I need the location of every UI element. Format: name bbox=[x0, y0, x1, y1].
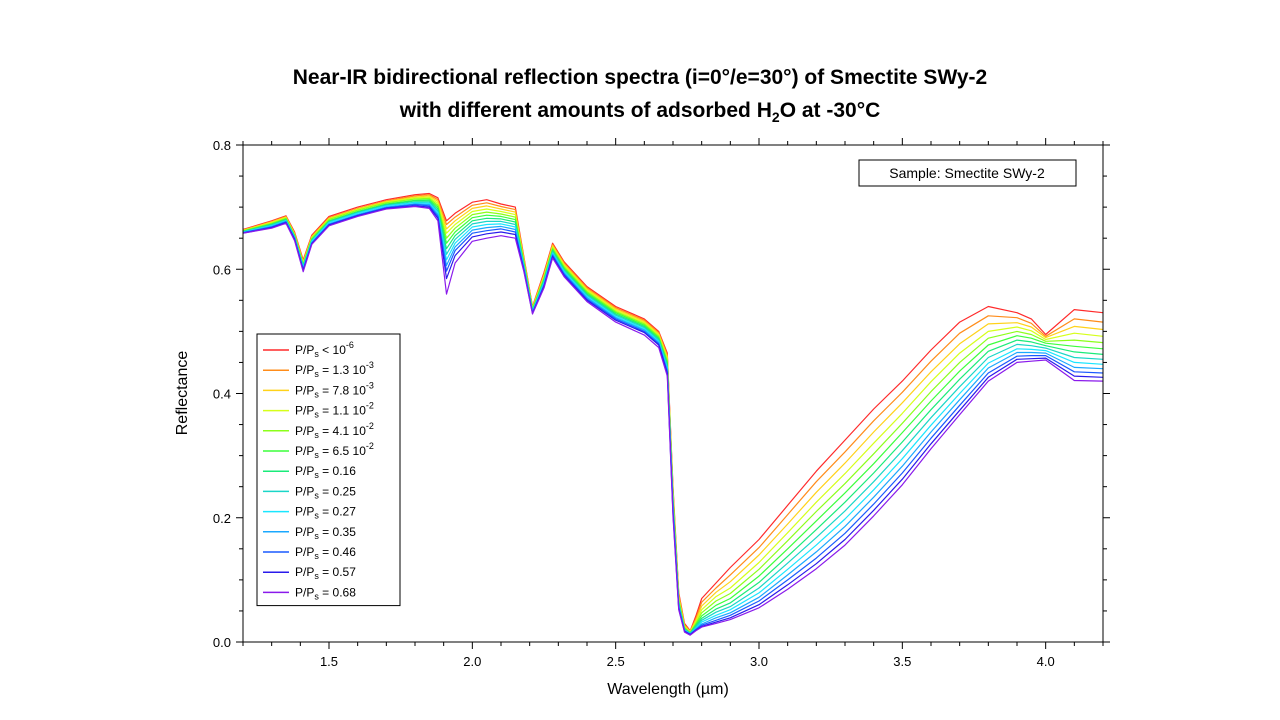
frame-layer bbox=[242, 144, 1104, 643]
series-line-1 bbox=[242, 192, 1104, 632]
chart-title-line2: with different amounts of adsorbed H2O a… bbox=[0, 99, 1280, 125]
legend-entry: P/Ps = 0.25 bbox=[295, 484, 356, 500]
legend-entry: P/Ps = 0.68 bbox=[295, 585, 356, 601]
legend-entry: P/Ps = 0.57 bbox=[295, 565, 356, 581]
sample-annotation-text: Sample: Smectite SWy-2 bbox=[889, 165, 1045, 181]
legend-box bbox=[256, 333, 401, 607]
legend: P/Ps < 10-6P/Ps = 1.3 10-3P/Ps = 7.8 10-… bbox=[256, 333, 401, 607]
legend-entry: P/Ps = 0.16 bbox=[295, 464, 356, 480]
x-tick-label: 2.0 bbox=[463, 654, 481, 669]
legend-entry: P/Ps = 0.27 bbox=[295, 505, 356, 521]
chart-title-line1: Near-IR bidirectional reflection spectra… bbox=[292, 66, 988, 89]
series-line-11 bbox=[242, 204, 1104, 636]
series-line-7 bbox=[242, 200, 1104, 634]
y-tick-label: 0.2 bbox=[213, 511, 231, 526]
series-line-4 bbox=[242, 196, 1104, 633]
sample-annotation-box bbox=[858, 159, 1077, 187]
legend-entry: P/Ps = 1.3 10-3 bbox=[295, 360, 374, 379]
x-tick-label: 3.5 bbox=[893, 654, 911, 669]
series-line-5 bbox=[242, 197, 1104, 634]
title-line2-sub: 2 bbox=[771, 109, 780, 126]
series-line-9 bbox=[242, 202, 1104, 635]
x-tick-label: 1.5 bbox=[320, 654, 338, 669]
y-tick-label: 0.6 bbox=[213, 262, 231, 277]
title-line2-post: O at -30°C bbox=[779, 99, 881, 122]
legend-entry: P/Ps = 4.1 10-2 bbox=[295, 421, 374, 440]
series-line-13 bbox=[242, 205, 1104, 636]
legend-entry: P/Ps = 7.8 10-3 bbox=[295, 380, 374, 399]
series-line-2 bbox=[242, 194, 1104, 633]
y-tick-label: 0.0 bbox=[213, 635, 231, 650]
y-tick-label: 0.4 bbox=[213, 387, 231, 402]
y-axis-title: Reflectance bbox=[174, 351, 191, 436]
legend-entry: P/Ps = 0.46 bbox=[295, 545, 356, 561]
y-tick-label: 0.8 bbox=[213, 138, 231, 153]
legend-entry: P/Ps < 10-6 bbox=[295, 340, 354, 359]
legend-entry: P/Ps = 6.5 10-2 bbox=[295, 441, 374, 460]
series-layer bbox=[242, 192, 1104, 636]
axes-layer: 1.5 2.0 2.5 3.0 3.5 4.0 0.0 0.2 0.4 0.6 0.8 bbox=[213, 138, 1110, 669]
plot-frame bbox=[242, 144, 1104, 643]
legend-entry: P/Ps = 1.1 10-2 bbox=[295, 401, 374, 420]
legend-entry: P/Ps = 0.35 bbox=[295, 525, 356, 541]
x-tick-label: 2.5 bbox=[607, 654, 625, 669]
title-line2-pre: with different amounts of adsorbed H bbox=[399, 99, 772, 122]
x-axis-title: Wavelength (µm) bbox=[607, 681, 729, 698]
x-tick-label: 4.0 bbox=[1037, 654, 1055, 669]
sample-annotation: Sample: Smectite SWy-2 bbox=[858, 159, 1077, 187]
series-line-3 bbox=[242, 195, 1104, 633]
x-tick-label: 3.0 bbox=[750, 654, 768, 669]
